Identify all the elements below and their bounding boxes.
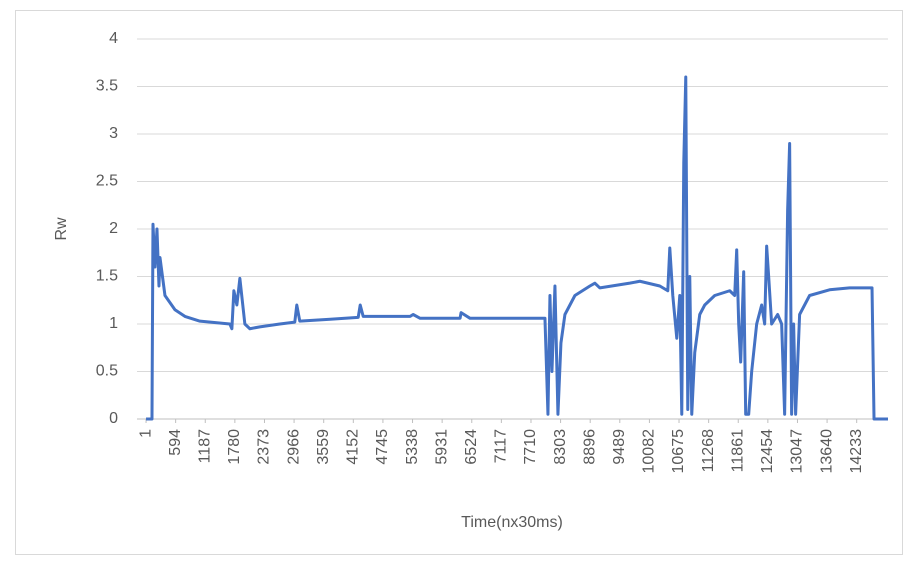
y-tick-label: 3 [109, 125, 118, 142]
x-tick-label: 1 [137, 429, 154, 438]
x-tick-label: 13640 [818, 429, 835, 474]
y-tick-label: 3.5 [96, 78, 118, 95]
y-axis-label: Rw [53, 217, 70, 241]
x-tick-label: 1187 [196, 429, 213, 464]
x-tick-label: 6524 [463, 429, 480, 465]
x-tick-label: 4745 [374, 429, 391, 465]
y-tick-label: 0 [109, 410, 118, 427]
x-tick-label: 4152 [345, 429, 362, 465]
y-tick-label: 2.5 [96, 173, 118, 190]
x-tick-label: 11861 [729, 429, 746, 472]
x-tick-label: 9489 [611, 429, 628, 465]
x-tick-label: 5338 [404, 429, 421, 465]
y-tick-label: 1 [109, 315, 118, 332]
y-tick-label: 1.5 [96, 268, 118, 285]
x-tick-label: 10082 [641, 429, 658, 474]
x-tick-label: 14233 [848, 429, 865, 474]
x-tick-label: 11268 [700, 429, 717, 472]
x-tick-label: 8303 [552, 429, 569, 465]
x-axis-label: Time(nx30ms) [461, 514, 563, 531]
x-tick-label: 2373 [256, 429, 273, 465]
x-tick-label: 3559 [315, 429, 332, 465]
y-tick-label: 4 [109, 30, 118, 47]
x-tick-label: 12454 [759, 429, 776, 474]
data-line [146, 75, 888, 421]
y-tick-label: 0.5 [96, 363, 118, 380]
x-tick-label: 594 [167, 429, 184, 456]
y-tick-label: 2 [109, 220, 118, 237]
x-tick-label: 5931 [433, 429, 450, 465]
x-tick-label: 7117 [493, 429, 510, 464]
x-tick-label: 13047 [789, 429, 806, 474]
x-tick-label: 1780 [226, 429, 243, 465]
x-tick-label: 8896 [581, 429, 598, 465]
x-tick-label: 2966 [285, 429, 302, 465]
x-tick-label: 10675 [670, 429, 687, 474]
x-tick-label: 7710 [522, 429, 539, 465]
